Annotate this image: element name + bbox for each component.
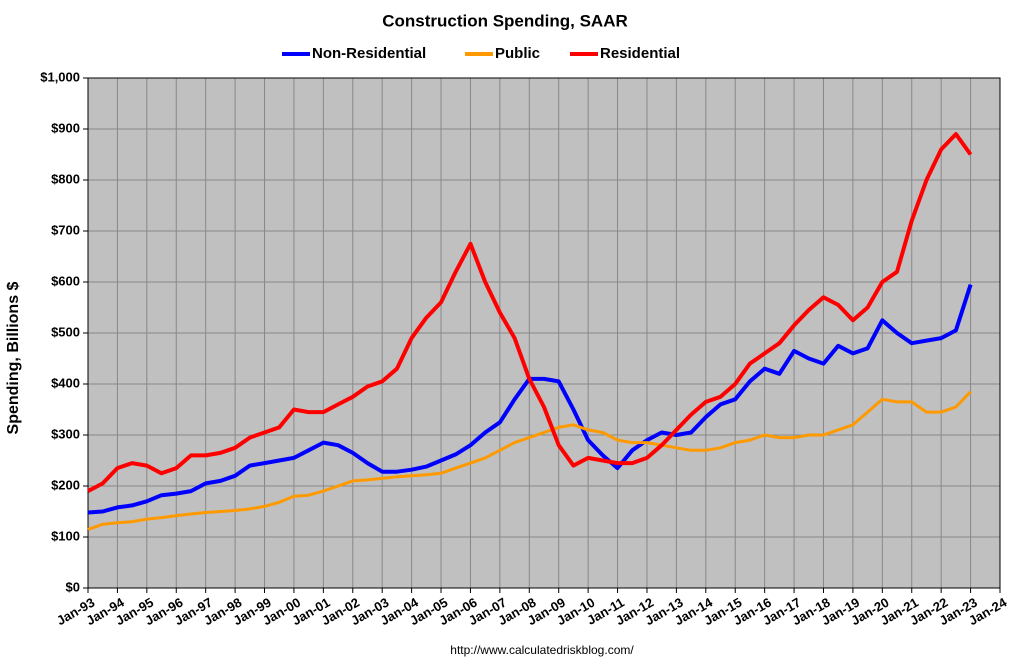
y-axis-label: Spending, Billions $: [5, 281, 22, 434]
legend-label: Public: [495, 45, 540, 62]
y-tick-label: $300: [51, 426, 80, 441]
y-tick-label: $500: [51, 324, 80, 339]
y-tick-label: $600: [51, 273, 80, 288]
y-tick-label: $100: [51, 528, 80, 543]
line-series: [87, 132, 973, 493]
y-tick-label: $0: [66, 579, 80, 594]
legend-label: Residential: [600, 45, 680, 62]
y-tick-label: $200: [51, 477, 80, 492]
source: http://www.calculatedriskblog.com/: [450, 643, 634, 657]
y-tick-label: $900: [51, 120, 80, 135]
plot-border: [87, 77, 1001, 589]
y-tick-label: $400: [51, 375, 80, 390]
line-series: [87, 390, 972, 531]
y-tick-label: $700: [51, 222, 80, 237]
y-tick-label: $1,000: [40, 69, 80, 84]
chart-title: Construction Spending, SAAR: [382, 11, 628, 30]
legend-label: Non-Residential: [312, 45, 426, 62]
y-tick-label: $800: [51, 171, 80, 186]
